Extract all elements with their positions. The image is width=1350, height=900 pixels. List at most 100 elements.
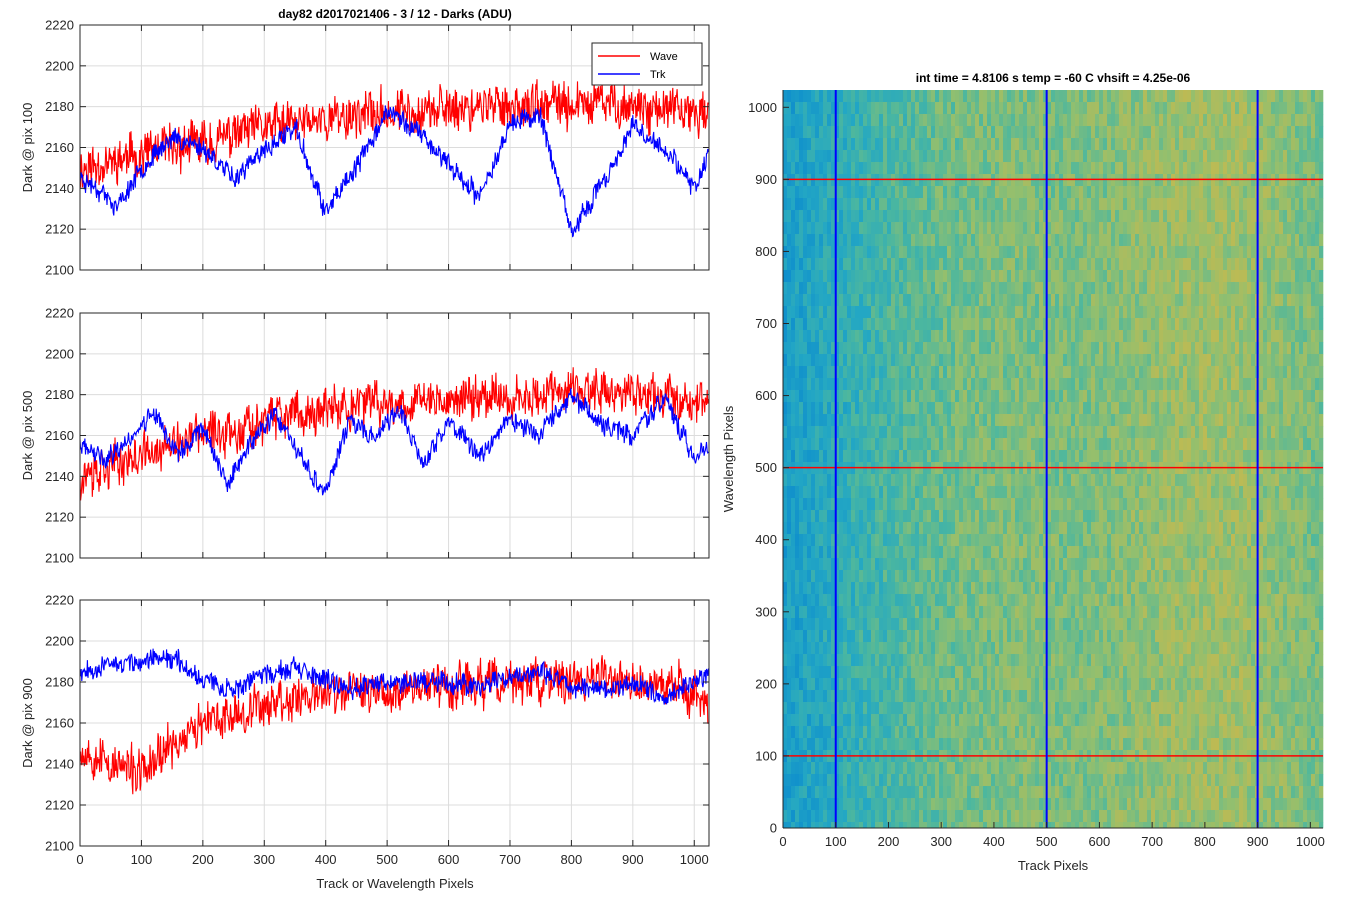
heatmap-cell (799, 210, 804, 223)
heatmap-cell (843, 162, 848, 175)
heatmap-cell (1087, 174, 1092, 187)
heatmap-cell (1111, 210, 1116, 223)
heatmap-cell (931, 174, 936, 187)
heatmap-cell (1231, 486, 1236, 499)
heatmap-cell (959, 198, 964, 211)
heatmap-cell (815, 306, 820, 319)
heatmap-cell (867, 390, 872, 403)
heatmap-cell (1139, 354, 1144, 367)
heatmap-cell (1079, 150, 1084, 163)
heatmap-cell (1123, 498, 1128, 511)
heatmap-cell (883, 498, 888, 511)
heatmap-cell (1215, 270, 1220, 283)
heatmap-cell (1023, 222, 1028, 235)
heatmap-cell (915, 294, 920, 307)
heatmap-cell (1087, 378, 1092, 391)
heatmap-cell (1147, 174, 1152, 187)
heatmap-cell (1083, 378, 1088, 391)
heatmap-cell (1087, 330, 1092, 343)
heatmap-cell (883, 378, 888, 391)
heatmap-cell (1155, 270, 1160, 283)
heatmap-cell (1183, 330, 1188, 343)
heatmap-cell (927, 258, 932, 271)
heatmap-cell (1103, 126, 1108, 139)
heatmap-cell (1043, 318, 1048, 331)
heatmap-cell (1071, 174, 1076, 187)
heatmap-cell (1087, 126, 1092, 139)
heatmap-cell (1171, 306, 1176, 319)
heatmap-cell (1239, 450, 1244, 463)
heatmap-cell (859, 510, 864, 523)
heatmap-cell (1195, 438, 1200, 451)
heatmap-cell (887, 114, 892, 127)
heatmap-cell (1267, 294, 1272, 307)
heatmap-cell (827, 486, 832, 499)
heatmap-cell (847, 234, 852, 247)
heatmap-cell (1139, 258, 1144, 271)
heatmap-cell (1259, 474, 1264, 487)
heatmap-cell (975, 234, 980, 247)
heatmap-cell (959, 510, 964, 523)
heatmap-cell (839, 102, 844, 115)
heatmap-cell (1039, 486, 1044, 499)
heatmap-cell (839, 222, 844, 235)
heatmap-cell (915, 318, 920, 331)
heatmap-cell (1031, 486, 1036, 499)
heatmap-cell (803, 486, 808, 499)
heatmap-cell (959, 390, 964, 403)
heatmap-cell (847, 354, 852, 367)
heatmap-cell (995, 450, 1000, 463)
heatmap-cell (867, 258, 872, 271)
heatmap-cell (1243, 114, 1248, 127)
heatmap-cell (895, 342, 900, 355)
heatmap-cell (1143, 354, 1148, 367)
heatmap-cell (1151, 426, 1156, 439)
heatmap-cell (1031, 234, 1036, 247)
heatmap-cell (807, 318, 812, 331)
heatmap-cell (1019, 138, 1024, 151)
heatmap-cell (1283, 486, 1288, 499)
heatmap-cell (1051, 102, 1056, 115)
heatmap-cell (863, 438, 868, 451)
heatmap-cell (1031, 210, 1036, 223)
heatmap-cell (939, 510, 944, 523)
heatmap-cell (927, 510, 932, 523)
heatmap-cell (891, 426, 896, 439)
heatmap-cell (1011, 198, 1016, 211)
heatmap-cell (1247, 186, 1252, 199)
heatmap-cell (823, 426, 828, 439)
heatmap-cell (1275, 450, 1280, 463)
heatmap-cell (1075, 342, 1080, 355)
heatmap-cell (1139, 390, 1144, 403)
heatmap-cell (1011, 246, 1016, 259)
heatmap-cell (1139, 378, 1144, 391)
heatmap-cell (1063, 450, 1068, 463)
heatmap-cell (1023, 342, 1028, 355)
heatmap-cell (1227, 318, 1232, 331)
heatmap-cell (1139, 138, 1144, 151)
heatmap-cell (1071, 426, 1076, 439)
heatmap-cell (1047, 174, 1052, 187)
heatmap-cell (1079, 366, 1084, 379)
heatmap-cell (1155, 498, 1160, 511)
heatmap-cell (1187, 114, 1192, 127)
heatmap-cell (1147, 426, 1152, 439)
y-tick-label: 2200 (45, 58, 74, 73)
heatmap-cell (975, 270, 980, 283)
heatmap-cell (847, 258, 852, 271)
heatmap-cell (1243, 270, 1248, 283)
heatmap-cell (1275, 102, 1280, 115)
heatmap-cell (995, 426, 1000, 439)
heatmap-cell (923, 186, 928, 199)
heatmap-cell (1139, 474, 1144, 487)
heatmap-cell (819, 162, 824, 175)
heatmap-cell (1159, 150, 1164, 163)
heatmap-cell (999, 246, 1004, 259)
heatmap-cell (955, 246, 960, 259)
heatmap-cell (991, 486, 996, 499)
heatmap-cell (1231, 222, 1236, 235)
heatmap-cell (1187, 318, 1192, 331)
heatmap-cell (907, 306, 912, 319)
heatmap-cell (787, 270, 792, 283)
heatmap-cell (1147, 390, 1152, 403)
